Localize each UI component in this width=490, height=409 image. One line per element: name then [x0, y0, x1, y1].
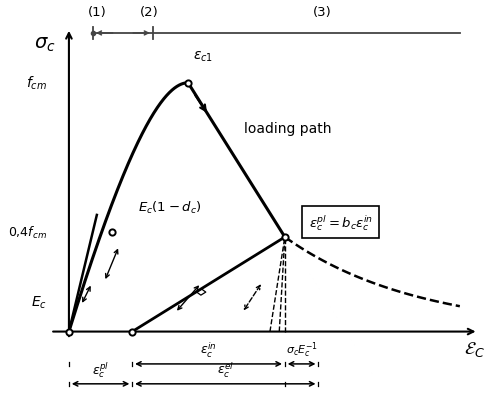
Text: $E_c$: $E_c$: [30, 294, 47, 310]
Text: loading path: loading path: [244, 121, 331, 135]
Text: $0{,}4f_{cm}$: $0{,}4f_{cm}$: [7, 225, 47, 240]
Text: $\varepsilon_c^{el}$: $\varepsilon_c^{el}$: [217, 360, 234, 379]
Text: (2): (2): [140, 6, 158, 19]
Text: $f_{cm}$: $f_{cm}$: [25, 75, 47, 92]
Text: $\varepsilon_c^{pl}$: $\varepsilon_c^{pl}$: [92, 360, 109, 379]
Text: $E_c(1-d_c)$: $E_c(1-d_c)$: [138, 200, 201, 216]
Text: $\varepsilon_{c1}$: $\varepsilon_{c1}$: [193, 49, 213, 64]
Text: (1): (1): [88, 6, 106, 19]
Text: $\varepsilon_c^{in}$: $\varepsilon_c^{in}$: [200, 340, 217, 359]
Text: (3): (3): [313, 6, 331, 19]
Text: $\sigma_c E_c^{-1}$: $\sigma_c E_c^{-1}$: [286, 339, 318, 359]
Text: $\mathcal{E}_C$: $\mathcal{E}_C$: [464, 339, 485, 359]
Text: $\sigma_c$: $\sigma_c$: [34, 36, 55, 54]
Text: $\varepsilon_c^{pl} = b_c\varepsilon_c^{in}$: $\varepsilon_c^{pl} = b_c\varepsilon_c^{…: [309, 213, 373, 232]
